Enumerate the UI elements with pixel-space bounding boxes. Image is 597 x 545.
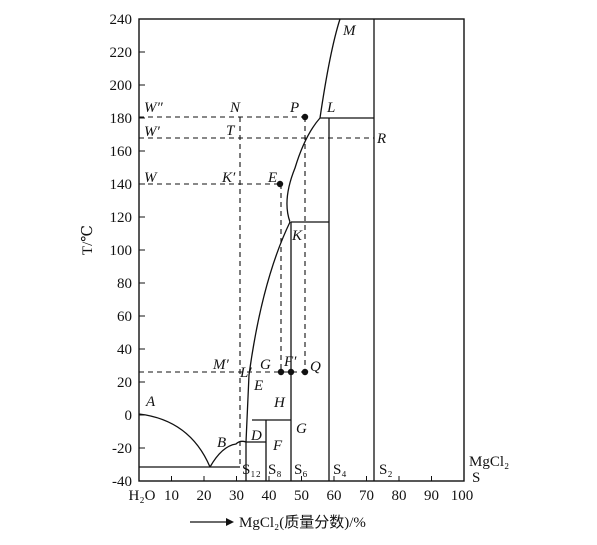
curve-B-D	[209, 440, 247, 468]
point-labels: M P L N W″ W′ T R W K′ E K M′ G F′ Q L′ …	[144, 23, 386, 454]
y-tick-label: 20	[117, 375, 132, 391]
y-tick-labels: 240 220 200 180 160 140 120 100 80 60 40…	[110, 12, 133, 490]
y-tick-label: -40	[112, 474, 132, 490]
y-tick-label: 180	[110, 111, 133, 127]
phase-label-s2: S₂	[379, 462, 393, 478]
plot-frame	[138, 18, 465, 482]
state-points	[276, 113, 309, 376]
label-W1: W′	[144, 124, 160, 140]
curve-D-K	[245, 221, 291, 443]
point-G-dot	[277, 368, 285, 376]
point-F1-dot	[287, 368, 295, 376]
y-tick-label: 240	[110, 12, 133, 28]
label-B: B	[217, 435, 226, 451]
label-M1: M′	[212, 357, 229, 373]
x-tick-label: 10	[164, 488, 179, 504]
x-tick-label: 30	[229, 488, 244, 504]
label-A: A	[145, 394, 156, 410]
x-tick-label: 50	[294, 488, 309, 504]
x-tick-label: 100	[451, 488, 474, 504]
point-E-dot	[276, 180, 284, 188]
ice-curve-AB	[138, 413, 211, 468]
x-tick-label: 60	[327, 488, 342, 504]
y-tick-label: 120	[110, 210, 133, 226]
label-E-upper: E	[267, 170, 277, 186]
label-M: M	[342, 23, 357, 39]
label-F: F	[272, 438, 283, 454]
label-N: N	[229, 100, 241, 116]
right-label-s: S	[472, 470, 480, 486]
label-E-lower: E	[253, 378, 263, 394]
curve-L-M	[319, 18, 341, 119]
x-tick-labels: H₂O 10 20 30 40 50 60 70 80 90 100	[129, 488, 474, 504]
label-W2: W″	[144, 100, 163, 116]
y-tick-label: 200	[110, 78, 133, 94]
label-W: W	[144, 170, 158, 186]
y-tick-label: -20	[112, 441, 132, 457]
y-axis-ticks	[139, 18, 145, 449]
curve-K-L	[286, 117, 321, 223]
x-tick-label: 80	[392, 488, 407, 504]
label-G-upper: G	[260, 357, 271, 373]
label-R: R	[376, 131, 386, 147]
x-tick-label: 90	[424, 488, 439, 504]
y-axis-label: T/℃	[80, 225, 96, 255]
phase-label-s4: S₄	[333, 462, 347, 478]
label-Q: Q	[310, 359, 321, 375]
y-tick-label: 0	[125, 408, 133, 424]
y-tick-label: 60	[117, 309, 132, 325]
phase-label-s12: S₁₂	[242, 462, 261, 478]
right-label-mgcl2: MgCl₂	[469, 454, 509, 470]
y-tick-label: 80	[117, 276, 132, 292]
x-tick-label: 70	[359, 488, 374, 504]
label-T: T	[226, 123, 236, 139]
y-tick-label: 220	[110, 45, 133, 61]
label-F1: F′	[283, 354, 297, 370]
label-H: H	[273, 395, 286, 411]
label-L1: L′	[239, 365, 252, 381]
dashed-guides	[139, 116, 374, 467]
phase-label-s8: S₈	[268, 462, 282, 478]
point-Q-dot	[301, 368, 309, 376]
x-tick-label: H₂O	[129, 488, 156, 504]
x-axis-ticks	[171, 476, 432, 481]
x-tick-label: 20	[197, 488, 212, 504]
x-tick-label: 40	[262, 488, 277, 504]
y-tick-label: 40	[117, 342, 132, 358]
label-K1: K′	[221, 170, 236, 186]
point-P-dot	[301, 113, 309, 121]
label-P: P	[289, 100, 299, 116]
y-tick-label: 100	[110, 243, 133, 259]
label-L: L	[326, 100, 335, 116]
x-axis-arrow-head	[226, 518, 234, 526]
phase-label-s6: S₆	[294, 462, 308, 478]
x-axis-label: MgCl₂(质量分数)/%	[239, 514, 366, 531]
label-G-lower: G	[296, 421, 307, 437]
label-D: D	[250, 428, 262, 444]
phase-labels: S₁₂ S₈ S₆ S₄ S₂ MgCl₂ S	[242, 454, 509, 486]
y-tick-label: 140	[110, 177, 133, 193]
y-tick-label: 160	[110, 144, 133, 160]
phase-boundaries	[138, 18, 375, 481]
label-K: K	[291, 228, 303, 244]
